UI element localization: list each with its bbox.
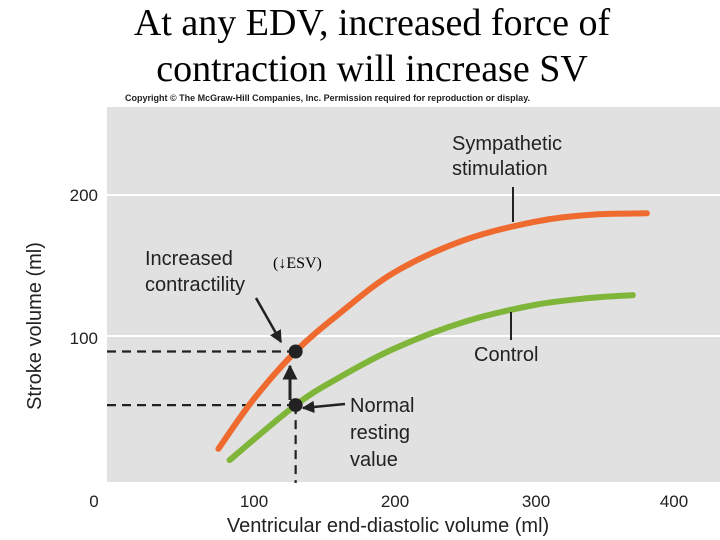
x-tick-label: 100 <box>240 492 268 511</box>
control-label: Control <box>474 344 538 366</box>
esv-note: (↓ESV) <box>273 255 322 272</box>
x-tick-label: 200 <box>381 492 409 511</box>
normal-label-line2: resting <box>350 422 410 444</box>
copyright-notice: Copyright © The McGraw-Hill Companies, I… <box>125 93 531 103</box>
x-axis-title: Ventricular end-diastolic volume (ml) <box>227 515 549 537</box>
sympathetic-label-line1: Sympathetic <box>452 133 562 155</box>
normal-label-line3: value <box>350 449 398 471</box>
normal-resting-arrow <box>301 400 346 414</box>
increased-contractility-arrow <box>254 297 283 344</box>
y-tick-label: 100 <box>70 329 98 348</box>
x-tick-label: 0 <box>89 492 98 511</box>
x-tick-label: 300 <box>522 492 550 511</box>
y-tick-label: 200 <box>70 186 98 205</box>
increased-label-line1: Increased <box>145 248 233 270</box>
slide-title: At any EDV, increased force of contracti… <box>0 0 720 92</box>
increased-contractility-point <box>288 344 303 359</box>
increased-label-line2: contractility <box>145 274 245 296</box>
series-sympathetic-line <box>215 210 650 452</box>
title-line-2: contraction will increase SV <box>156 48 588 90</box>
y-axis-title: Stroke volume (ml) <box>24 242 46 410</box>
normal-label-line1: Normal <box>350 395 414 417</box>
x-tick-label: 400 <box>660 492 688 511</box>
normal-resting-point <box>288 398 303 413</box>
sympathetic-label-line2: stimulation <box>452 158 548 180</box>
title-line-1: At any EDV, increased force of <box>133 2 611 44</box>
